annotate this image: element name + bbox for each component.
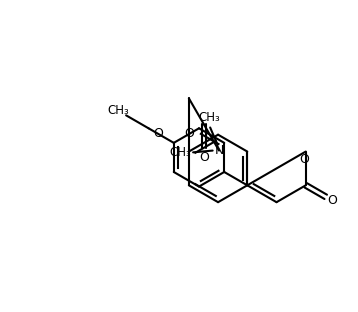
Text: O: O: [299, 153, 309, 166]
Text: O: O: [153, 127, 163, 140]
Text: CH₃: CH₃: [107, 104, 129, 117]
Text: CH₃: CH₃: [169, 146, 191, 159]
Text: N: N: [214, 144, 224, 157]
Text: CH₃: CH₃: [199, 111, 220, 124]
Text: O: O: [199, 151, 209, 163]
Text: O: O: [184, 127, 194, 139]
Text: O: O: [328, 194, 338, 207]
